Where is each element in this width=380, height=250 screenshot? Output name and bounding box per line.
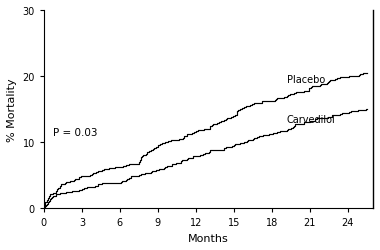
X-axis label: Months: Months	[188, 233, 229, 243]
Text: Placebo: Placebo	[287, 75, 325, 85]
Text: Carvedilol: Carvedilol	[287, 115, 336, 125]
Y-axis label: % Mortality: % Mortality	[7, 78, 17, 142]
Text: P = 0.03: P = 0.03	[53, 128, 97, 138]
